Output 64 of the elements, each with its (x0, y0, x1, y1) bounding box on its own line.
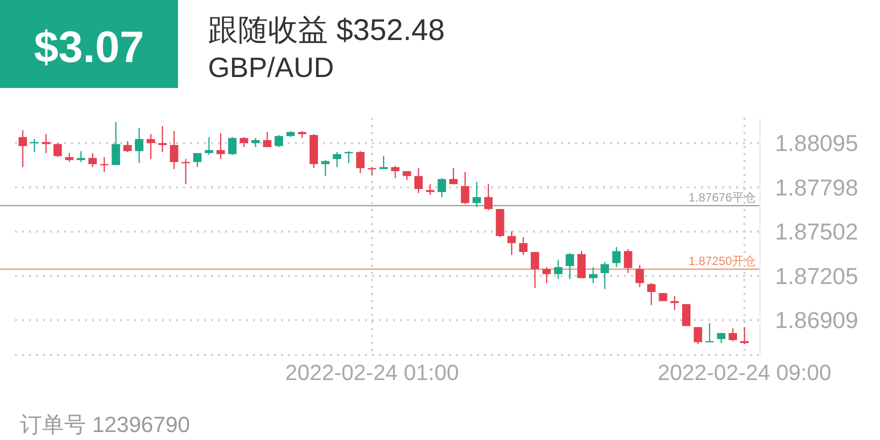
candlestick (449, 168, 458, 185)
y-tick-label: 1.87502 (775, 218, 858, 245)
candlestick (123, 140, 132, 153)
candlestick (624, 248, 632, 274)
candlestick (717, 332, 726, 344)
candlestick (100, 156, 108, 173)
candlestick (321, 159, 330, 177)
candlestick (251, 137, 260, 148)
y-tick-label: 1.86909 (775, 307, 858, 334)
candlestick (76, 150, 86, 163)
candlestick (228, 136, 236, 156)
candlestick (566, 252, 574, 280)
candlestick (379, 155, 388, 170)
candlestick (414, 168, 423, 194)
ref-line-label: 1.87676平仓 (688, 190, 756, 205)
candlestick (507, 230, 516, 256)
candlestick (88, 152, 97, 168)
chart-subtitle: GBP/AUD (208, 52, 334, 83)
candlestick (438, 178, 446, 198)
candlestick (484, 184, 493, 211)
chart-title: 跟随收益 $352.48 (208, 14, 445, 47)
candlestick (274, 134, 284, 148)
candlestick (42, 134, 50, 154)
candlestick (216, 132, 225, 160)
candlestick (112, 121, 120, 166)
candlestick (705, 322, 714, 343)
candlestick (728, 328, 738, 342)
candlestick (18, 129, 27, 168)
candlestick (134, 127, 144, 164)
y-tick-label: 1.87205 (775, 262, 858, 289)
candlestick (519, 236, 528, 256)
candlestick (356, 150, 365, 174)
candlestick (193, 152, 202, 168)
candlestick (694, 326, 702, 345)
candlestick (146, 134, 155, 160)
candlestick (612, 246, 621, 268)
ref-line-label: 1.87250开仓 (688, 254, 756, 268)
candlestick (682, 304, 690, 327)
y-tick-label: 1.87798 (775, 174, 858, 200)
candlestick (332, 151, 342, 168)
candlestick (647, 282, 656, 306)
text: 订单号 12396790 (20, 412, 190, 437)
candlestick (588, 266, 598, 284)
candlestick (636, 264, 644, 288)
candlestick (240, 136, 248, 148)
candlestick (472, 181, 481, 208)
candlestick (426, 184, 434, 196)
candlestick (170, 130, 178, 170)
candlestick (542, 266, 551, 284)
x-tick-label: 2022-02-24 09:00 (658, 360, 832, 385)
candlestick (158, 125, 167, 153)
candlestick (600, 261, 609, 290)
header: $3.07 跟随收益 $352.48 GBP/AUD (0, 0, 445, 88)
candlestick (670, 295, 679, 311)
candlestick (204, 136, 214, 156)
candlestick (460, 171, 470, 205)
candlestick (53, 142, 62, 158)
x-tick-label: 2022-02-24 01:00 (285, 360, 459, 385)
candlestick (391, 165, 400, 179)
y-tick-label: 1.88095 (775, 130, 858, 156)
candlestick (263, 131, 272, 148)
candlestick (530, 251, 540, 289)
candlestick (554, 259, 562, 280)
candlestick (740, 326, 749, 345)
